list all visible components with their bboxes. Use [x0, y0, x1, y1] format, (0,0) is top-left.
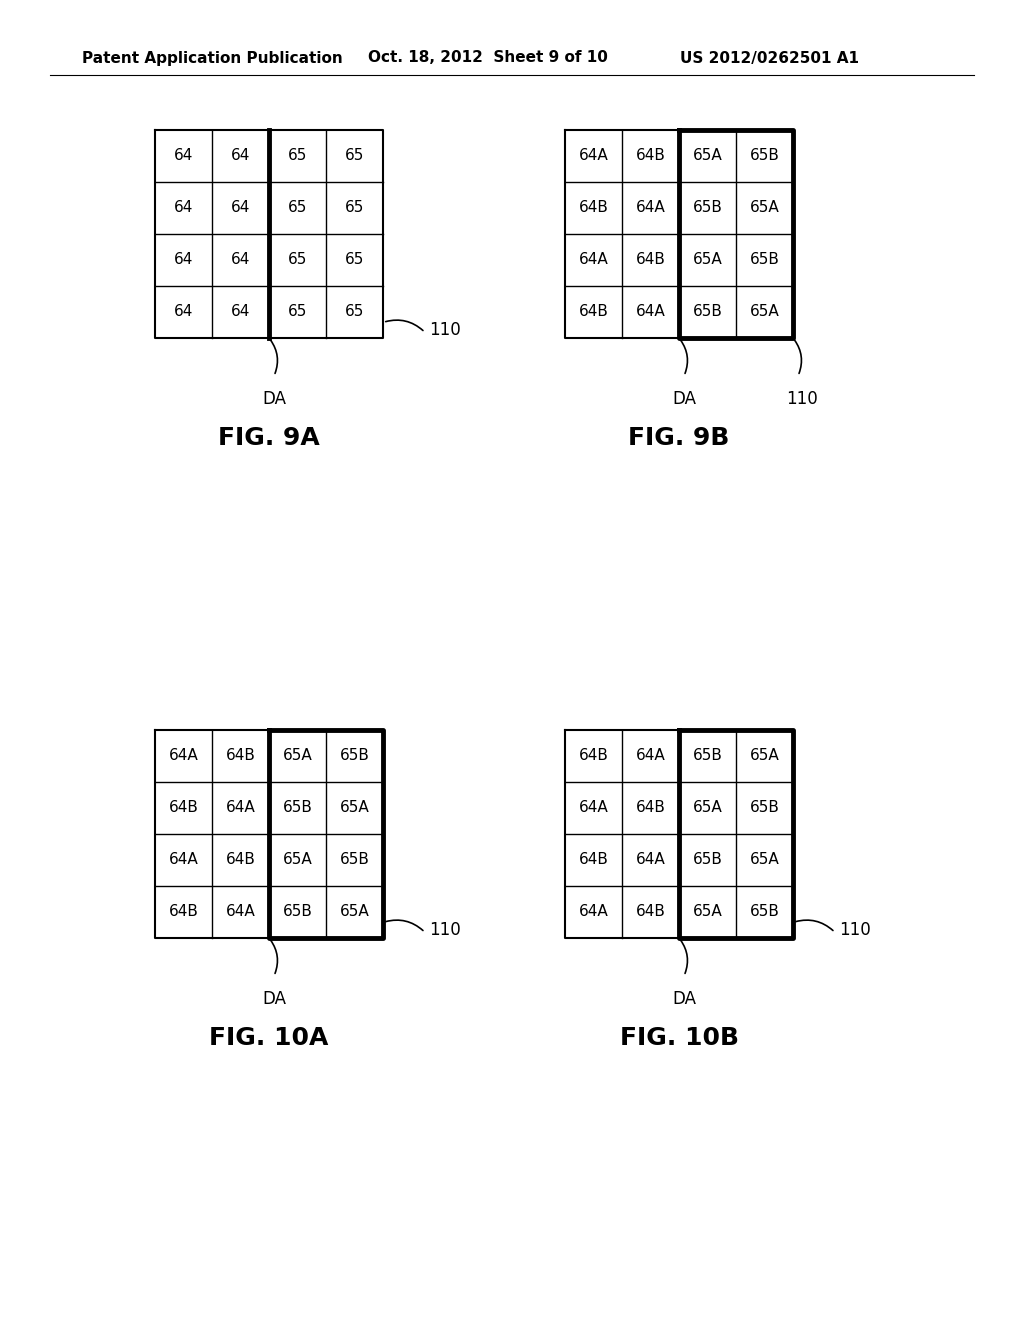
- Text: 64A: 64A: [579, 149, 608, 164]
- Text: 64A: 64A: [169, 748, 199, 763]
- Text: 65: 65: [288, 252, 307, 268]
- Text: 65B: 65B: [283, 800, 312, 816]
- Text: 65B: 65B: [340, 748, 370, 763]
- Text: 110: 110: [429, 321, 461, 339]
- Text: 65: 65: [345, 252, 365, 268]
- Text: 64B: 64B: [636, 904, 666, 920]
- Text: 64B: 64B: [579, 853, 608, 867]
- Text: 65B: 65B: [283, 904, 312, 920]
- Text: 65A: 65A: [750, 305, 779, 319]
- Text: 64B: 64B: [225, 748, 255, 763]
- Text: 65B: 65B: [692, 201, 723, 215]
- Text: 64B: 64B: [169, 904, 199, 920]
- Text: 65A: 65A: [283, 748, 312, 763]
- Text: 64A: 64A: [579, 252, 608, 268]
- Text: DA: DA: [672, 389, 696, 408]
- Text: 64A: 64A: [636, 305, 666, 319]
- Text: 64: 64: [174, 252, 194, 268]
- Text: 64A: 64A: [225, 904, 255, 920]
- Text: 65: 65: [288, 305, 307, 319]
- Text: 65A: 65A: [750, 748, 779, 763]
- Text: 65B: 65B: [692, 305, 723, 319]
- Text: DA: DA: [262, 389, 286, 408]
- Text: 64A: 64A: [579, 800, 608, 816]
- Text: 64A: 64A: [636, 201, 666, 215]
- Text: 64: 64: [230, 305, 250, 319]
- Text: 65: 65: [288, 149, 307, 164]
- Text: 65B: 65B: [750, 904, 779, 920]
- Text: 64: 64: [174, 305, 194, 319]
- Text: 64B: 64B: [169, 800, 199, 816]
- Text: 65: 65: [345, 305, 365, 319]
- Bar: [565, 730, 793, 939]
- Text: 64: 64: [230, 252, 250, 268]
- Text: 64A: 64A: [225, 800, 255, 816]
- Text: 65: 65: [345, 149, 365, 164]
- Text: FIG. 10B: FIG. 10B: [620, 1026, 738, 1049]
- Text: 64A: 64A: [579, 904, 608, 920]
- Text: 65A: 65A: [692, 800, 722, 816]
- Text: 64B: 64B: [636, 800, 666, 816]
- Text: 65: 65: [288, 201, 307, 215]
- Text: FIG. 9B: FIG. 9B: [629, 426, 730, 450]
- Text: 65A: 65A: [692, 252, 722, 268]
- Text: 64B: 64B: [636, 149, 666, 164]
- Text: 110: 110: [786, 389, 818, 408]
- Bar: [565, 129, 793, 338]
- Text: 65A: 65A: [340, 800, 370, 816]
- Text: 65B: 65B: [750, 149, 779, 164]
- Text: 64B: 64B: [579, 748, 608, 763]
- Text: 64A: 64A: [636, 748, 666, 763]
- Text: Patent Application Publication: Patent Application Publication: [82, 50, 343, 66]
- Text: 65A: 65A: [340, 904, 370, 920]
- Text: 64B: 64B: [579, 201, 608, 215]
- Text: DA: DA: [262, 990, 286, 1008]
- Text: 110: 110: [429, 921, 461, 940]
- Text: 64B: 64B: [636, 252, 666, 268]
- Bar: [155, 730, 383, 939]
- Text: US 2012/0262501 A1: US 2012/0262501 A1: [680, 50, 859, 66]
- Text: 65A: 65A: [750, 201, 779, 215]
- Text: 64: 64: [230, 149, 250, 164]
- Text: 65A: 65A: [750, 853, 779, 867]
- Text: 65B: 65B: [750, 800, 779, 816]
- Bar: [155, 129, 383, 338]
- Text: 65B: 65B: [340, 853, 370, 867]
- Text: 65A: 65A: [692, 149, 722, 164]
- Text: 64A: 64A: [169, 853, 199, 867]
- Text: 65: 65: [345, 201, 365, 215]
- Text: 65B: 65B: [692, 748, 723, 763]
- Text: 65A: 65A: [283, 853, 312, 867]
- Text: 64: 64: [174, 201, 194, 215]
- Text: 65A: 65A: [692, 904, 722, 920]
- Text: 64: 64: [174, 149, 194, 164]
- Text: FIG. 10A: FIG. 10A: [209, 1026, 329, 1049]
- Text: 64A: 64A: [636, 853, 666, 867]
- Text: 65B: 65B: [692, 853, 723, 867]
- Text: FIG. 9A: FIG. 9A: [218, 426, 319, 450]
- Text: 65B: 65B: [750, 252, 779, 268]
- Text: 64B: 64B: [225, 853, 255, 867]
- Text: 110: 110: [839, 921, 870, 940]
- Text: 64B: 64B: [579, 305, 608, 319]
- Text: Oct. 18, 2012  Sheet 9 of 10: Oct. 18, 2012 Sheet 9 of 10: [368, 50, 608, 66]
- Text: DA: DA: [672, 990, 696, 1008]
- Text: 64: 64: [230, 201, 250, 215]
